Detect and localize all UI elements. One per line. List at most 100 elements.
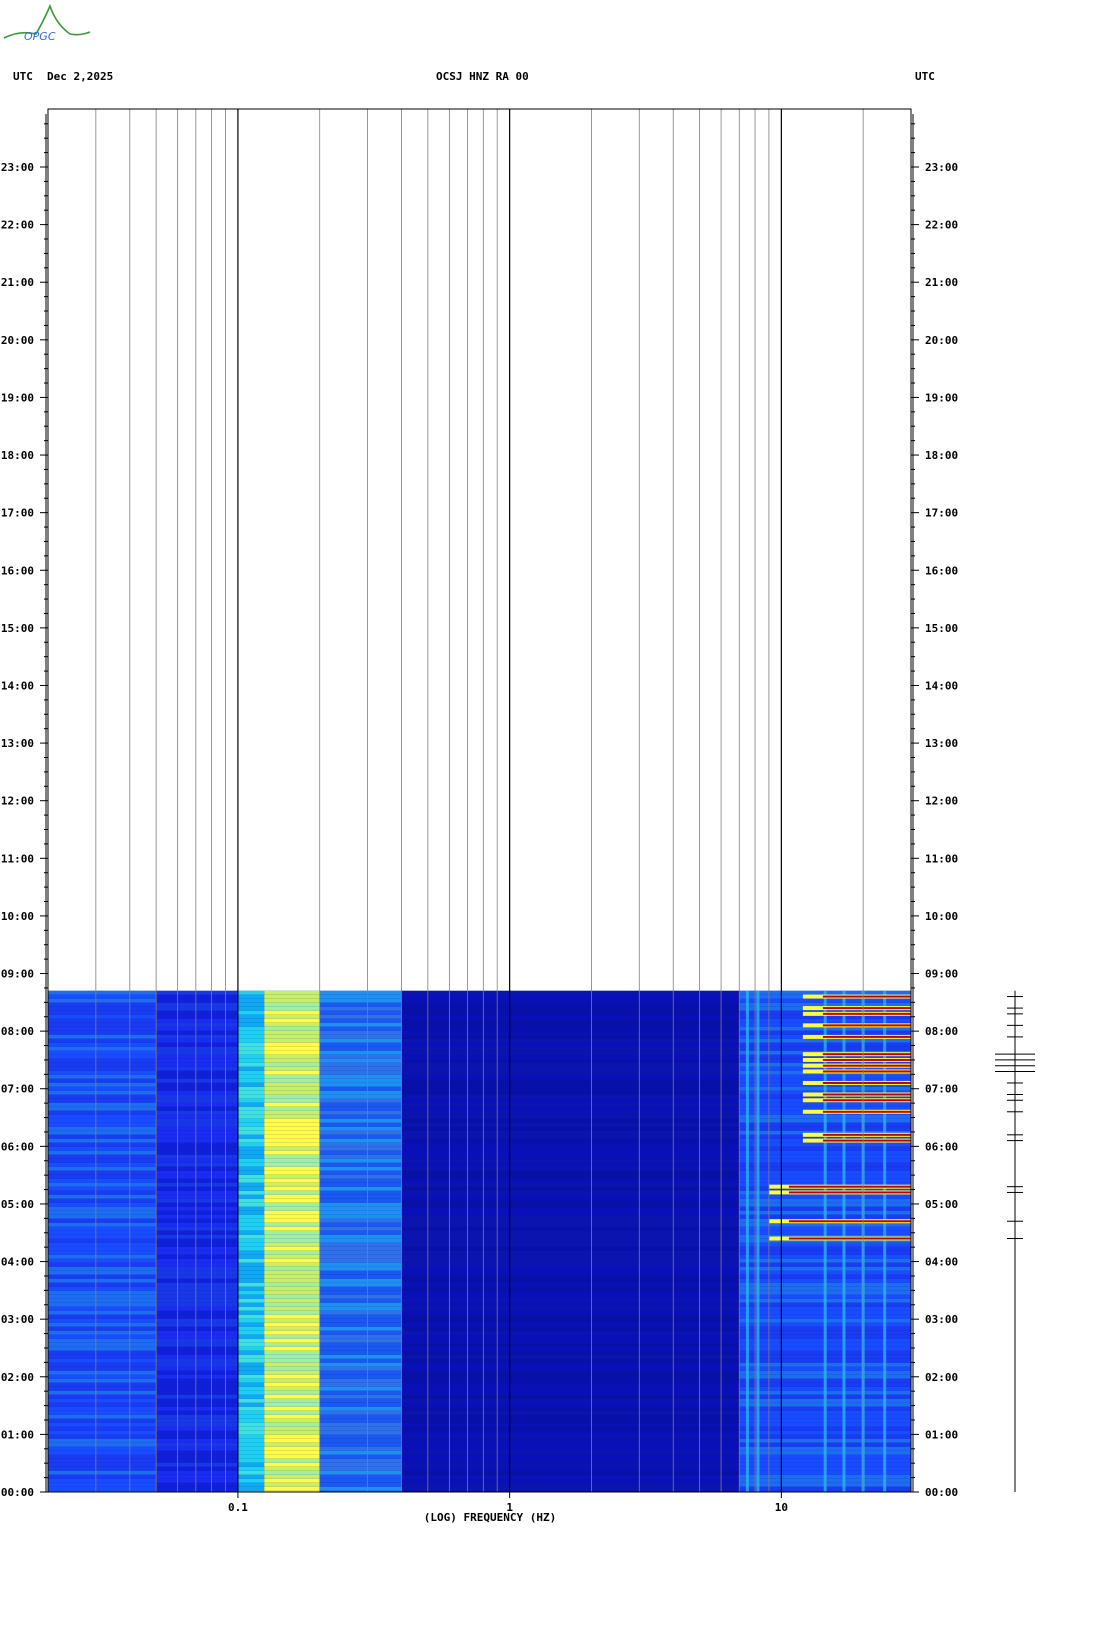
band-row [156, 1314, 238, 1319]
event-core [822, 1007, 911, 1010]
band-row [401, 1286, 740, 1291]
band-row [401, 1466, 740, 1471]
band-row [48, 990, 157, 995]
y-tick-label-left: 05:00 [1, 1198, 34, 1211]
band-row [401, 1046, 740, 1051]
band-row [319, 1490, 402, 1492]
band-row [401, 1138, 740, 1143]
band-row [319, 1194, 402, 1199]
band-row [237, 1278, 265, 1283]
band-row [48, 1278, 157, 1283]
frequency-streak [842, 990, 846, 1492]
band-row [237, 1274, 265, 1279]
band-row [237, 1302, 265, 1307]
band-row [319, 1166, 402, 1171]
band-row [237, 1490, 265, 1492]
band-row [156, 1282, 238, 1287]
band-row [401, 1478, 740, 1483]
band-row [48, 1438, 157, 1443]
band-row [264, 1262, 320, 1267]
band-row [319, 1458, 402, 1463]
band-row [237, 1206, 265, 1211]
band-row [319, 1278, 402, 1283]
event-core [788, 1220, 911, 1223]
band-row [237, 1094, 265, 1099]
band-row [264, 1174, 320, 1179]
band-row [319, 1118, 402, 1123]
band-row [319, 1474, 402, 1479]
band-row [401, 1438, 740, 1443]
band-row [264, 1490, 320, 1492]
band-row [156, 1062, 238, 1067]
band-row [237, 1258, 265, 1263]
y-tick-label-left: 19:00 [1, 391, 34, 404]
band-row [264, 1014, 320, 1019]
band-row [401, 1158, 740, 1163]
band-row [48, 1042, 157, 1047]
band-row [401, 1030, 740, 1035]
band-row [401, 1250, 740, 1255]
band-row [264, 1050, 320, 1055]
y-tick-label-right: 20:00 [925, 334, 958, 347]
band-row [264, 1458, 320, 1463]
band-row [319, 1018, 402, 1023]
band-row [48, 1046, 157, 1051]
band-row [319, 1214, 402, 1219]
x-tick-label: 1 [506, 1501, 513, 1514]
band-row [48, 1202, 157, 1207]
band-row [237, 1042, 265, 1047]
band-row [237, 1270, 265, 1275]
band-row [401, 1106, 740, 1111]
band-row [156, 1306, 238, 1311]
band-row [48, 1214, 157, 1219]
band-row [156, 1254, 238, 1259]
band-row [264, 1394, 320, 1399]
band-row [401, 1118, 740, 1123]
band-row [264, 1210, 320, 1215]
band-row [48, 1146, 157, 1151]
band-row [48, 1430, 157, 1435]
band-row [264, 1474, 320, 1479]
band-row [319, 1282, 402, 1287]
band-row [401, 1314, 740, 1319]
band-row [237, 1082, 265, 1087]
band-row [319, 1202, 402, 1207]
band-row [264, 1326, 320, 1331]
frequency-band [319, 990, 402, 1492]
band-row [237, 1398, 265, 1403]
band-row [48, 1038, 157, 1043]
y-tick-label-right: 05:00 [925, 1198, 958, 1211]
band-row [237, 1022, 265, 1027]
band-row [237, 1290, 265, 1295]
band-row [264, 1198, 320, 1203]
band-row [319, 1478, 402, 1483]
y-tick-label-left: 15:00 [1, 622, 34, 635]
band-row [319, 1454, 402, 1459]
band-row [156, 1490, 238, 1492]
band-row [264, 1374, 320, 1379]
band-row [401, 1026, 740, 1031]
band-row [48, 1358, 157, 1363]
band-row [401, 1298, 740, 1303]
band-row [264, 1322, 320, 1327]
band-row [401, 1226, 740, 1231]
band-row [264, 1330, 320, 1335]
band-row [264, 1026, 320, 1031]
band-row [264, 998, 320, 1003]
band-row [48, 994, 157, 999]
band-row [48, 1370, 157, 1375]
band-row [401, 1210, 740, 1215]
band-row [237, 1314, 265, 1319]
band-row [48, 1254, 157, 1259]
band-row [237, 1070, 265, 1075]
band-row [264, 1098, 320, 1103]
band-row [237, 1002, 265, 1007]
station-label: OCSJ HNZ RA 00 [436, 70, 529, 83]
band-row [264, 1134, 320, 1139]
band-row [264, 1422, 320, 1427]
frequency-band [237, 990, 265, 1492]
band-row [237, 1182, 265, 1187]
band-row [319, 1182, 402, 1187]
y-tick-label-right: 11:00 [925, 852, 958, 865]
band-row [237, 1234, 265, 1239]
